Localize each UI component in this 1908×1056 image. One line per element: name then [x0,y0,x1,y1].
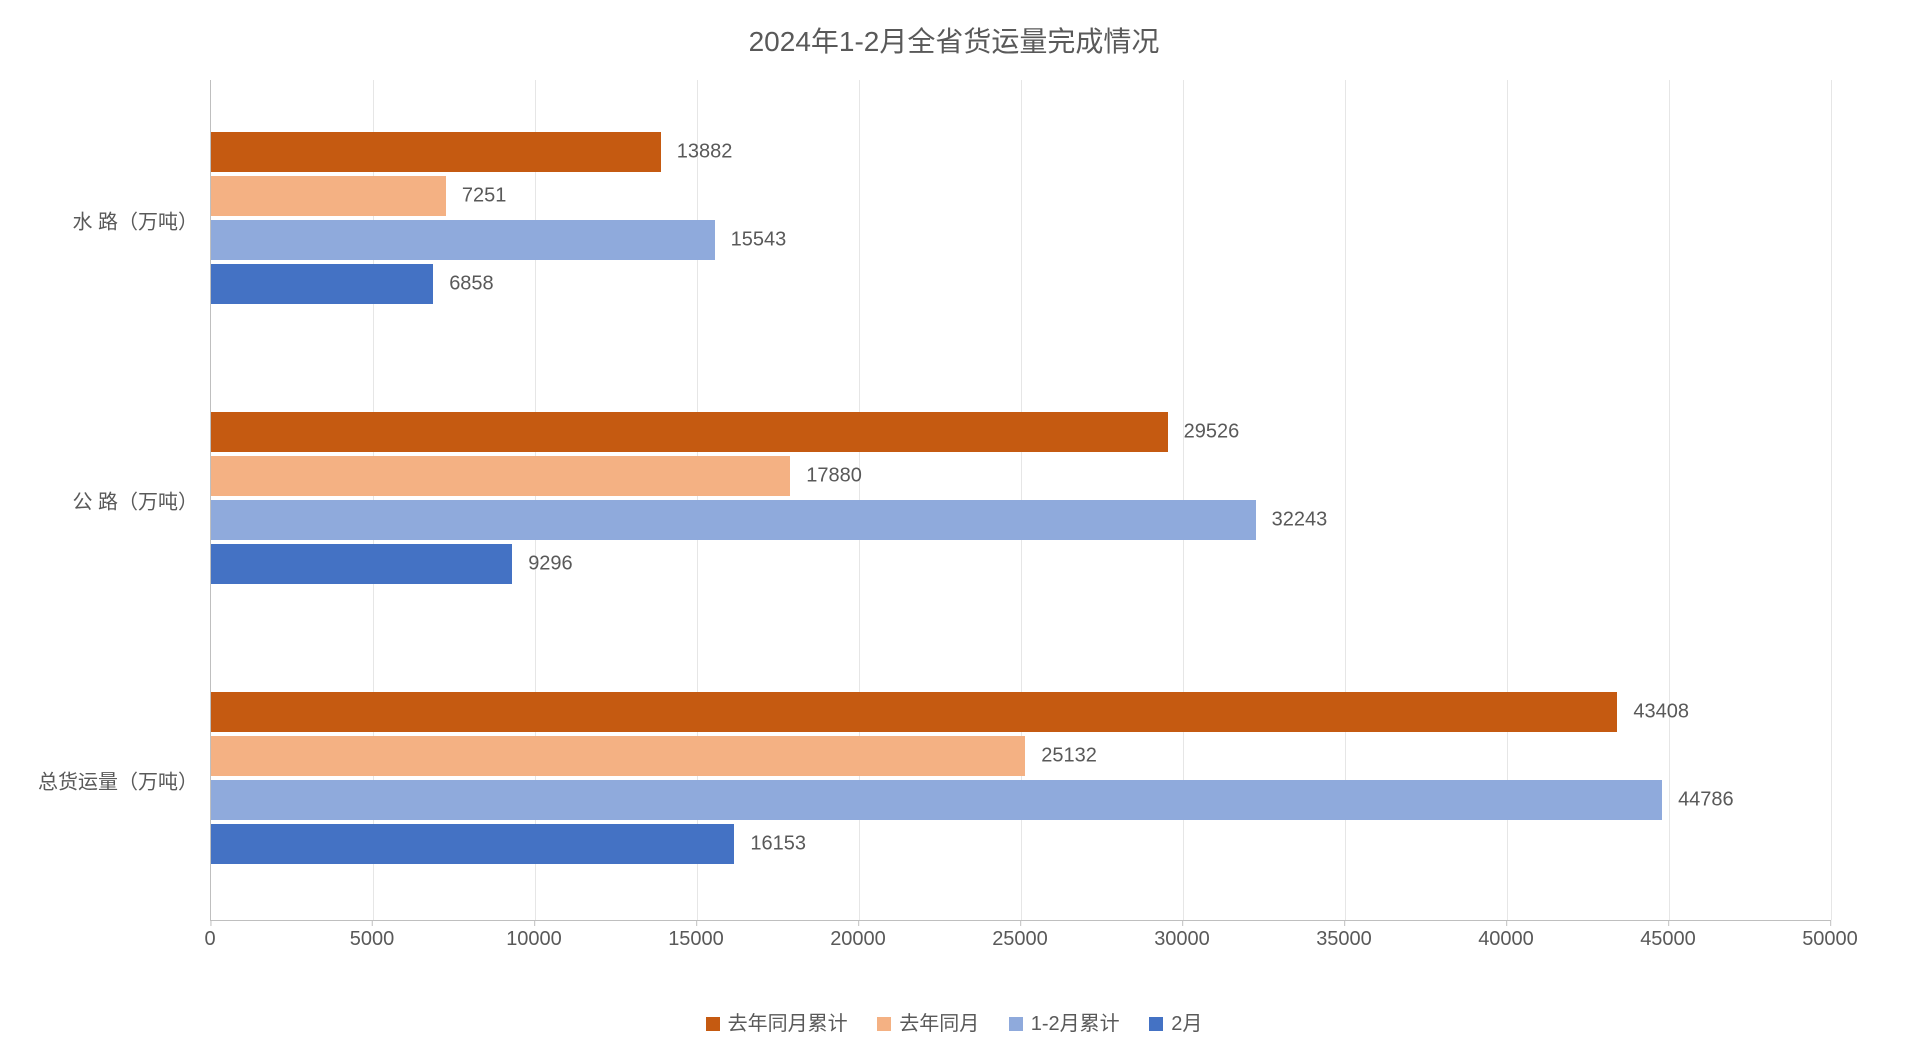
swatch-icon [1149,1017,1163,1031]
bar-last-year-month: 25132 [211,736,1025,776]
y-category-label: 公 路（万吨） [18,486,198,515]
freight-chart: 2024年1-2月全省货运量完成情况 水 路（万吨） 公 路（万吨） 总货运量（… [0,0,1908,1056]
swatch-icon [1009,1017,1023,1031]
legend-label: 1-2月累计 [1031,1013,1120,1035]
value-label: 32243 [1272,509,1328,532]
legend-item: 1-2月累计 [1009,1007,1120,1036]
bar-this-month: 9296 [211,544,512,584]
bar-last-year-month: 7251 [211,176,446,216]
legend-label: 2月 [1171,1013,1202,1035]
value-label: 17880 [806,465,862,488]
x-tick-label: 25000 [992,928,1048,951]
value-label: 43408 [1633,701,1689,724]
value-label: 9296 [528,553,573,576]
value-label: 6858 [449,273,494,296]
swatch-icon [877,1017,891,1031]
y-category-label: 水 路（万吨） [18,206,198,235]
bar-last-year-month: 17880 [211,456,790,496]
bar-last-year-cum: 13882 [211,132,661,172]
legend: 去年同月累计 去年同月 1-2月累计 2月 [0,1007,1908,1036]
value-label: 15543 [731,229,787,252]
x-tick-label: 20000 [830,928,886,951]
x-tick-label: 10000 [506,928,562,951]
category-row: 13882 7251 15543 6858 [211,80,1831,360]
legend-item: 去年同月累计 [706,1007,848,1036]
x-tick-label: 45000 [1640,928,1696,951]
bar-last-year-cum: 29526 [211,412,1168,452]
plot-area: 13882 7251 15543 6858 29526 17880 32243 … [210,80,1831,921]
y-category-label: 总货运量（万吨） [18,766,198,795]
value-label: 7251 [462,185,507,208]
value-label: 16153 [750,833,806,856]
bar-this-year-cum: 32243 [211,500,1256,540]
x-tick-label: 15000 [668,928,724,951]
value-label: 29526 [1184,421,1240,444]
legend-label: 去年同月 [899,1013,979,1035]
x-tick-label: 40000 [1478,928,1534,951]
x-tick-label: 0 [204,928,215,951]
legend-label: 去年同月累计 [728,1013,848,1035]
x-tick-label: 30000 [1154,928,1210,951]
value-label: 25132 [1041,745,1097,768]
bar-this-year-cum: 44786 [211,780,1662,820]
category-row: 43408 25132 44786 16153 [211,640,1831,920]
bar-this-year-cum: 15543 [211,220,715,260]
category-row: 29526 17880 32243 9296 [211,360,1831,640]
x-tick-label: 5000 [350,928,395,951]
x-tick-label: 35000 [1316,928,1372,951]
gridline [1831,80,1832,920]
legend-item: 去年同月 [877,1007,979,1036]
bar-last-year-cum: 43408 [211,692,1617,732]
bar-this-month: 6858 [211,264,433,304]
chart-title: 2024年1-2月全省货运量完成情况 [0,20,1908,60]
legend-item: 2月 [1149,1007,1202,1036]
x-tick-label: 50000 [1802,928,1858,951]
swatch-icon [706,1017,720,1031]
value-label: 13882 [677,141,733,164]
bar-this-month: 16153 [211,824,734,864]
value-label: 44786 [1678,789,1734,812]
